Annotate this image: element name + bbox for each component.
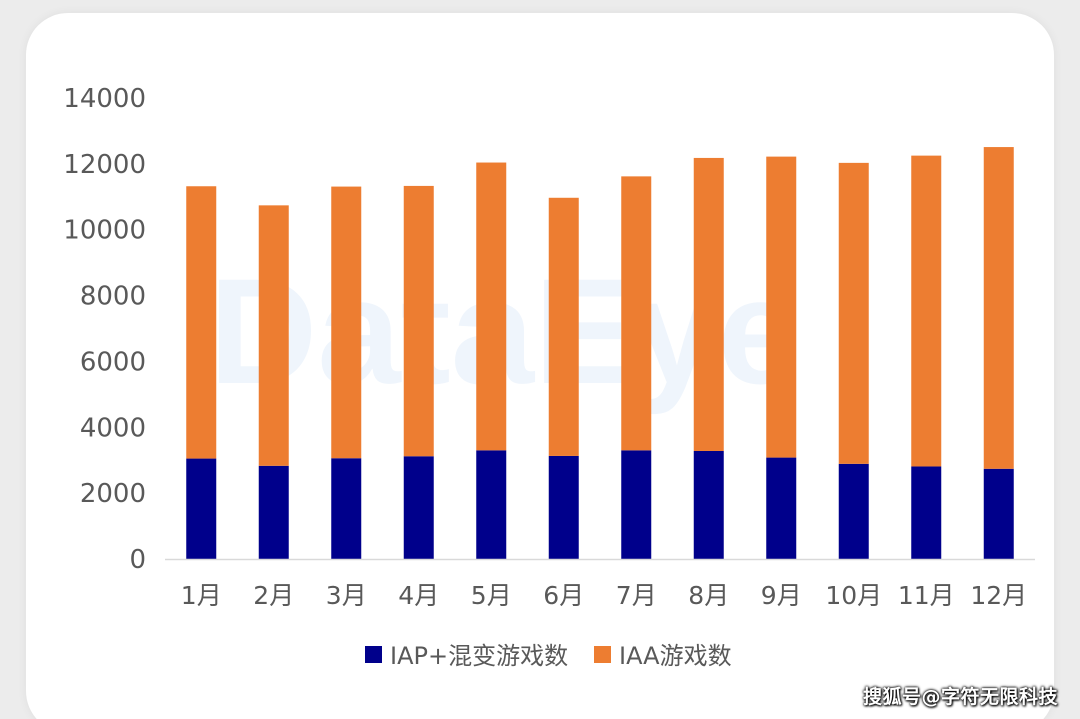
y-tick-label: 12000 [63, 150, 146, 180]
x-tick-label: 7月 [616, 581, 657, 610]
bar-iap-segment [911, 466, 942, 559]
bar-iap-segment [331, 458, 362, 559]
bar-iap-segment [258, 465, 289, 559]
bar-iaa-segment [186, 186, 217, 459]
y-axis: 0 2000 4000 6000 8000 10000 12000 14000 [63, 84, 146, 575]
bar-iap-segment [838, 463, 869, 559]
y-tick-label: 8000 [80, 282, 146, 312]
bar-iap-segment [693, 450, 724, 559]
x-tick-label: 8月 [688, 581, 729, 610]
bar-iap-segment [766, 457, 797, 559]
bar-iap-segment [403, 456, 434, 559]
bar-iap-segment [476, 450, 507, 559]
x-axis: 1月 2月 3月 4月 5月 6月 7月 8月 9月 10月 11月 12月 [181, 581, 1027, 610]
x-tick-label: 12月 [970, 581, 1027, 610]
bar-iaa-segment [548, 197, 579, 456]
bar-iaa-segment [838, 162, 869, 464]
bar-iaa-segment [476, 162, 507, 451]
bar-iaa-segment [403, 185, 434, 457]
bar-iap-segment [621, 450, 652, 559]
bar-iaa-segment [693, 157, 724, 451]
y-tick-label: 6000 [80, 347, 146, 377]
bar-iaa-segment [983, 147, 1014, 469]
bar-iaa-segment [331, 186, 362, 459]
x-tick-label: 2月 [253, 581, 294, 610]
x-tick-label: 6月 [543, 581, 584, 610]
bar-iaa-segment [621, 176, 652, 451]
bar-iaa-segment [911, 155, 942, 467]
y-tick-label: 14000 [63, 84, 146, 114]
y-tick-label: 0 [129, 545, 146, 575]
x-tick-label: 3月 [326, 581, 367, 610]
y-tick-label: 4000 [80, 413, 146, 443]
y-tick-label: 2000 [80, 479, 146, 509]
bar-iap-segment [186, 458, 217, 559]
x-tick-label: 4月 [398, 581, 439, 610]
legend: IAP+混变游戏数 IAA游戏数 [365, 642, 732, 670]
x-tick-label: 10月 [825, 581, 882, 610]
x-tick-label: 11月 [898, 581, 955, 610]
legend-swatch-iaa [594, 646, 611, 663]
x-tick-label: 1月 [181, 581, 222, 610]
bar-series [186, 147, 1014, 559]
x-tick-label: 9月 [761, 581, 802, 610]
x-tick-label: 5月 [471, 581, 512, 610]
bar-iap-segment [548, 455, 579, 559]
y-tick-label: 10000 [63, 216, 146, 246]
bar-iap-segment [983, 468, 1014, 559]
legend-label-iaa: IAA游戏数 [619, 642, 732, 670]
legend-label-iap: IAP+混变游戏数 [390, 642, 568, 670]
legend-swatch-iap [365, 646, 382, 663]
footer-watermark: 搜狐号@字符无限科技 [862, 686, 1058, 708]
bar-iaa-segment [258, 205, 289, 466]
bar-iaa-segment [766, 156, 797, 458]
